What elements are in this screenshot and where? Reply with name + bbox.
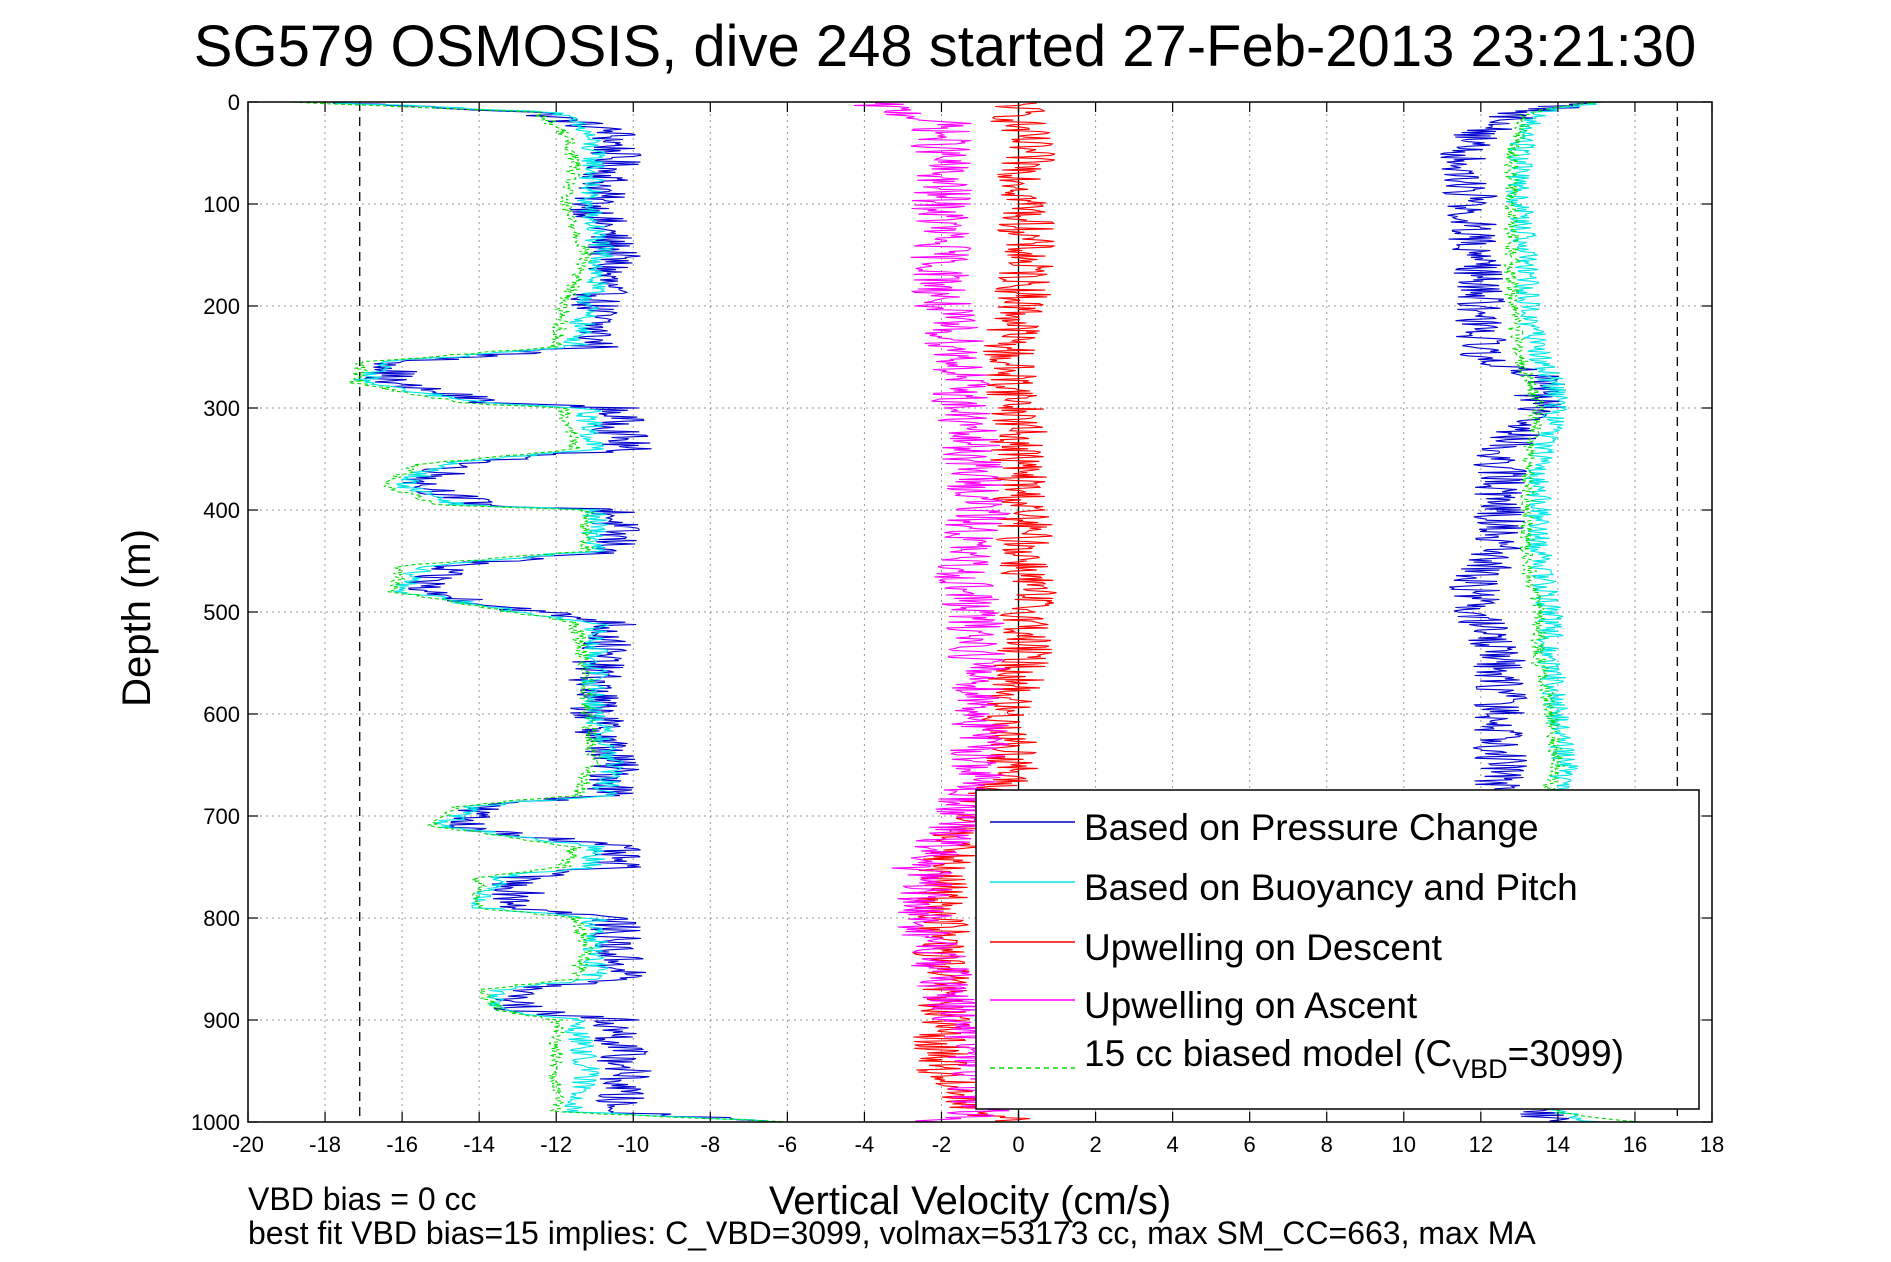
y-tick-label: 300 (203, 396, 240, 421)
x-tick-label: 2 (1089, 1132, 1101, 1157)
x-tick-label: -12 (540, 1132, 572, 1157)
series-4 (853, 101, 1012, 1123)
legend-entry-descent: Upwelling on Descent (1084, 927, 1443, 968)
x-tick-label: 6 (1244, 1132, 1256, 1157)
y-tick-label: 800 (203, 906, 240, 931)
legend-entry-model: 15 cc biased model (CVBD=3099) (1084, 1033, 1624, 1084)
x-tick-label: -6 (778, 1132, 798, 1157)
x-tick-label: 10 (1392, 1132, 1416, 1157)
y-axis-label: Depth (m) (115, 529, 159, 707)
y-tick-label: 700 (203, 804, 240, 829)
x-tick-label: 12 (1469, 1132, 1493, 1157)
y-tick-label: 200 (203, 294, 240, 319)
x-tick-label: -18 (309, 1132, 341, 1157)
x-tick-label: -20 (232, 1132, 264, 1157)
legend-box (975, 789, 1700, 1110)
annotation-best-fit: best fit VBD bias=15 implies: C_VBD=3099… (248, 1215, 1536, 1251)
annotation-vbd-bias: VBD bias = 0 cc (248, 1181, 477, 1217)
legend-entry-buoyancy: Based on Buoyancy and Pitch (1084, 867, 1578, 908)
y-tick-label: 0 (228, 90, 240, 115)
x-axis-label: Vertical Velocity (cm/s) (769, 1179, 1171, 1223)
chart-title: SG579 OSMOSIS, dive 248 started 27-Feb-2… (194, 14, 1696, 79)
x-tick-label: -2 (932, 1132, 952, 1157)
x-tick-label: 14 (1546, 1132, 1570, 1157)
x-tick-label: -10 (617, 1132, 649, 1157)
y-tick-label: 500 (203, 600, 240, 625)
legend: Based on Pressure Change Based on Buoyan… (975, 789, 1700, 1110)
series-line (292, 101, 789, 1123)
y-tick-label: 100 (203, 192, 240, 217)
legend-entry-ascent: Upwelling on Ascent (1084, 985, 1418, 1026)
x-tick-label: 16 (1623, 1132, 1647, 1157)
x-tick-label: 4 (1167, 1132, 1179, 1157)
x-tick-label: 0 (1012, 1132, 1024, 1157)
x-tick-label: 18 (1700, 1132, 1724, 1157)
y-axis-ticks: 0 100 200 300 400 500 600 700 800 900 1000 (191, 90, 1712, 1135)
y-tick-label: 400 (203, 498, 240, 523)
x-tick-label: -8 (701, 1132, 721, 1157)
series-line (331, 101, 780, 1123)
x-axis-ticks: -20 -18 -16 -14 -12 -10 -8 -6 -4 -2 0 2 4 6 8 10 12 14 16 1… (232, 102, 1724, 1157)
x-tick-label: -16 (386, 1132, 418, 1157)
series-3 (911, 101, 1057, 1123)
x-tick-label: -14 (463, 1132, 495, 1157)
series-line (853, 101, 1012, 1123)
y-tick-label: 600 (203, 702, 240, 727)
x-tick-label: 8 (1321, 1132, 1333, 1157)
y-tick-label: 900 (203, 1008, 240, 1033)
series-line (911, 101, 1057, 1123)
x-tick-label: -4 (855, 1132, 875, 1157)
legend-entry-pressure: Based on Pressure Change (1084, 807, 1539, 848)
series-line (332, 101, 768, 1123)
y-tick-label: 1000 (191, 1110, 240, 1135)
